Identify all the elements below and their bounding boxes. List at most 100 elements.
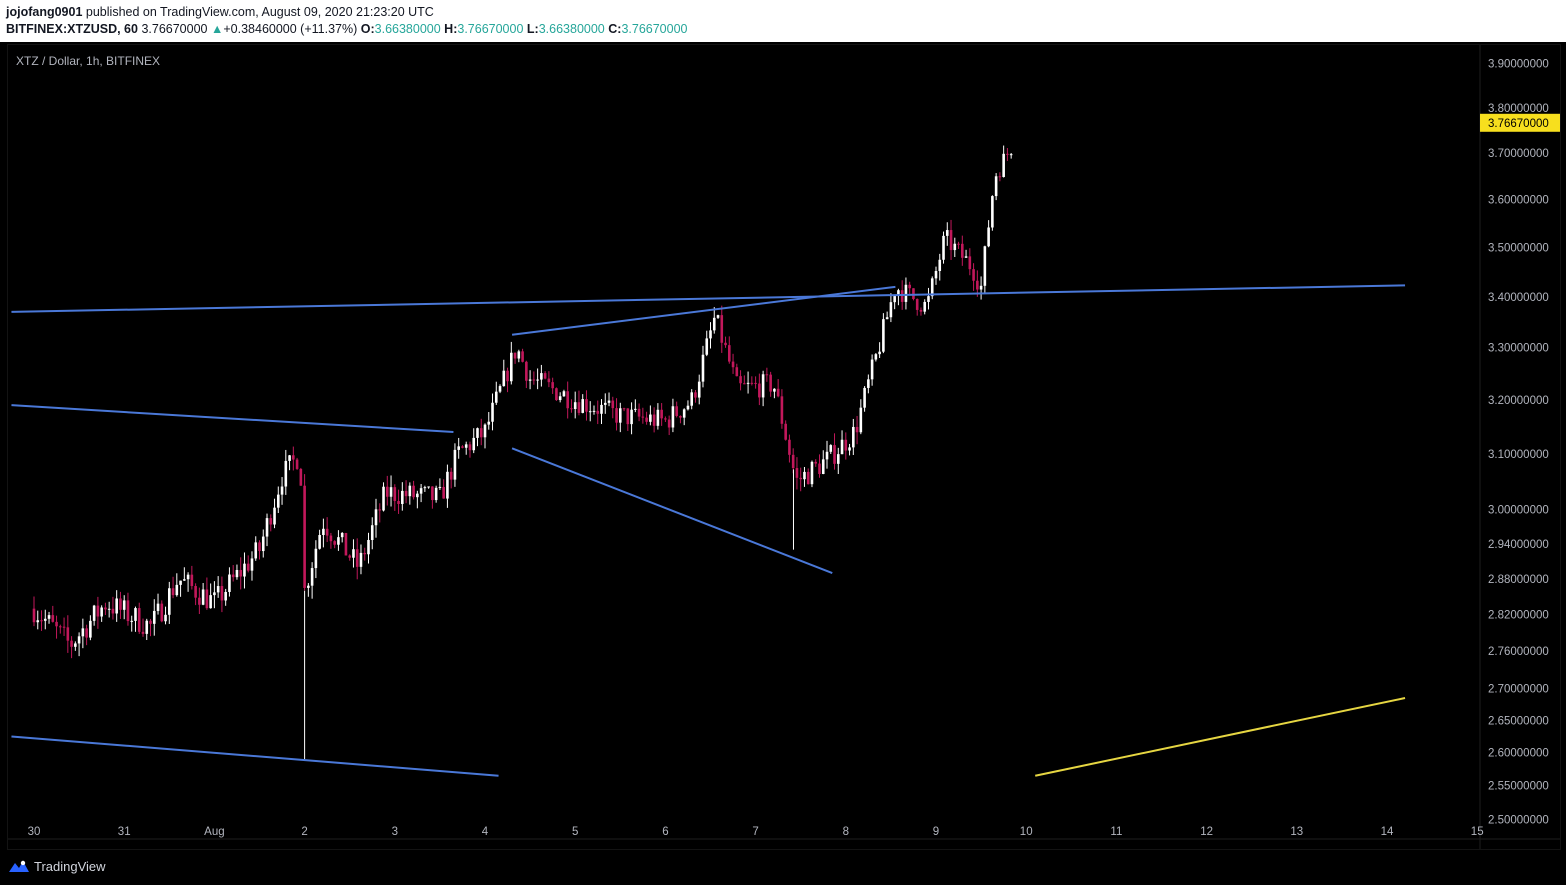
candle-body xyxy=(972,269,975,281)
price-chart[interactable]: 3.90000000 3.80000000 3.70000000 3.60000000… xyxy=(8,45,1560,849)
candle-body xyxy=(615,408,618,423)
candle-body xyxy=(776,388,780,397)
time-tick-label: 15 xyxy=(1471,826,1484,838)
candle-body xyxy=(111,608,115,614)
author-name[interactable]: jojofang0901 xyxy=(6,5,83,19)
candle-body xyxy=(863,387,866,408)
candle-body xyxy=(814,461,818,464)
candle-body xyxy=(848,447,851,451)
candle-body xyxy=(100,607,103,617)
trendline xyxy=(511,285,896,336)
candle-body xyxy=(577,402,581,413)
tradingview-brand[interactable]: TradingView xyxy=(34,859,106,874)
candle-body xyxy=(431,486,434,501)
candle-body xyxy=(337,537,340,545)
candle-body xyxy=(216,586,220,593)
candle-body xyxy=(641,416,645,418)
candle-body xyxy=(318,535,321,549)
candle-body xyxy=(292,455,295,460)
price-tick-label: 2.55000000 xyxy=(1488,781,1549,793)
candle-body xyxy=(104,607,107,610)
candle-body xyxy=(773,388,776,392)
candle-body xyxy=(915,299,919,310)
candle-body xyxy=(156,603,160,611)
candle-body xyxy=(479,428,483,438)
trendline xyxy=(11,735,499,777)
candle-body xyxy=(374,509,378,526)
candle-body xyxy=(547,378,551,383)
candle-body xyxy=(938,259,942,271)
candle-body xyxy=(74,643,77,647)
price-tick-label: 2.70000000 xyxy=(1488,684,1549,696)
candle-body xyxy=(987,227,990,247)
candle-body xyxy=(164,614,167,622)
price-tick-label: 2.76000000 xyxy=(1488,646,1549,658)
candle-body xyxy=(506,370,509,382)
candle-body xyxy=(724,342,727,346)
candle-body xyxy=(953,243,957,251)
candle-body xyxy=(743,383,746,385)
candle-body xyxy=(179,580,182,585)
price-tick-label: 2.88000000 xyxy=(1488,574,1549,586)
time-tick-label: 7 xyxy=(752,826,758,838)
publish-header: jojofang0901 published on TradingView.co… xyxy=(0,0,1566,42)
candle-body xyxy=(141,631,145,634)
candle-body xyxy=(893,296,896,303)
candle-body xyxy=(637,408,641,417)
candle-body xyxy=(878,351,881,355)
candle-body xyxy=(348,555,351,558)
candle-body xyxy=(607,400,611,403)
time-tick-label: 4 xyxy=(482,826,489,838)
candle-body xyxy=(517,351,521,359)
candle-body xyxy=(889,302,893,318)
candle-body xyxy=(250,558,254,571)
candle-body xyxy=(585,399,588,412)
candle-body xyxy=(799,477,802,480)
candle-body xyxy=(934,270,938,279)
price-tick-label: 3.90000000 xyxy=(1488,59,1549,71)
close-label: C: xyxy=(608,22,622,36)
candle-body xyxy=(325,528,329,536)
candle-body xyxy=(746,382,750,384)
last-price: 3.76670000 xyxy=(141,22,208,36)
candle-body xyxy=(55,621,58,627)
candle-body xyxy=(385,486,389,497)
candle-body xyxy=(945,230,949,236)
candle-body xyxy=(344,532,348,556)
candle-body xyxy=(220,586,224,601)
chart-pane[interactable]: 3.90000000 3.80000000 3.70000000 3.60000000… xyxy=(7,44,1561,850)
candle-body xyxy=(682,409,686,418)
candle-body xyxy=(619,408,622,423)
candle-body xyxy=(622,408,626,410)
time-tick-label: 13 xyxy=(1290,826,1303,838)
candle-body xyxy=(908,284,911,289)
candle-body xyxy=(739,376,742,384)
candle-body xyxy=(502,370,506,387)
candle-body xyxy=(307,585,310,588)
candle-body xyxy=(299,468,303,486)
candle-body xyxy=(66,627,70,641)
candle-body xyxy=(581,399,585,413)
candle-body xyxy=(59,626,62,628)
candle-body xyxy=(634,408,637,410)
candle-body xyxy=(701,354,705,382)
candle-body xyxy=(566,391,569,409)
candle-body xyxy=(416,493,419,498)
candle-body xyxy=(705,338,709,355)
candle-body xyxy=(825,451,829,460)
tradingview-logo-icon[interactable] xyxy=(8,858,30,874)
candle-body xyxy=(754,382,757,384)
candle-body xyxy=(152,610,156,624)
candle-body xyxy=(731,361,735,368)
candle-body xyxy=(968,256,972,270)
candle-body xyxy=(43,618,47,621)
price-tick-label: 3.60000000 xyxy=(1488,195,1549,207)
candle-body xyxy=(145,620,149,634)
candle-body xyxy=(393,487,397,501)
candle-body xyxy=(611,400,615,409)
candle-body xyxy=(190,574,194,587)
candle-body xyxy=(235,569,239,578)
candle-body xyxy=(558,396,562,401)
candle-body xyxy=(209,595,212,609)
candle-body xyxy=(453,449,457,480)
